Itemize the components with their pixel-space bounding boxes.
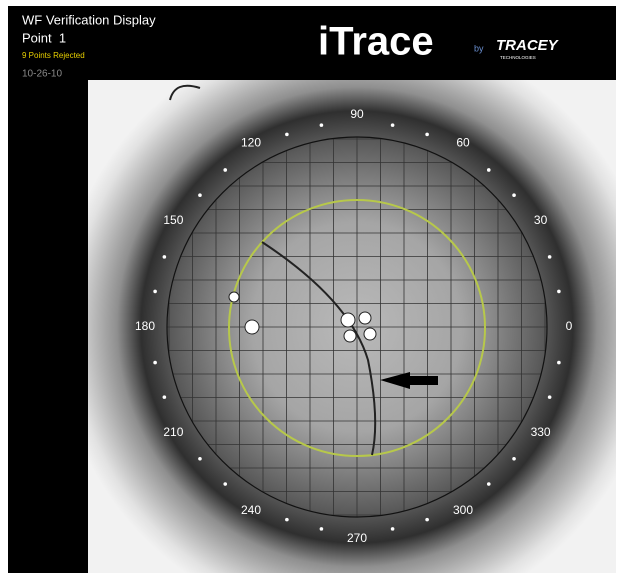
- ring-dot: [557, 290, 561, 294]
- ring-dot: [198, 193, 202, 197]
- ring-dot: [163, 395, 167, 399]
- angle-label: 150: [163, 213, 183, 227]
- ring-dot: [320, 527, 324, 531]
- point: Point 1: [22, 30, 66, 45]
- angle-label: 330: [531, 425, 551, 439]
- angle-label: 270: [347, 531, 367, 545]
- angle-label: 120: [241, 136, 261, 150]
- ring-dot: [557, 361, 561, 365]
- ring-dot: [512, 193, 516, 197]
- screenshot: 9060300330300270240210180150120 WF Verif…: [0, 0, 624, 575]
- ring-dot: [223, 482, 227, 486]
- ring-dot: [512, 457, 516, 461]
- ring-dot: [320, 123, 324, 127]
- ring-dot: [153, 361, 157, 365]
- title: WF Verification Display: [22, 12, 156, 27]
- ring-dot: [163, 255, 167, 259]
- angle-label: 240: [241, 503, 261, 517]
- ring-dot: [198, 457, 202, 461]
- ring-dot: [285, 133, 289, 137]
- angle-label: 180: [135, 319, 155, 333]
- angle-label: 90: [350, 107, 364, 121]
- angle-label: 300: [453, 503, 473, 517]
- ring-dot: [153, 290, 157, 294]
- company: TRACEY: [496, 37, 560, 54]
- ring-dot: [548, 255, 552, 259]
- ring-dot: [487, 482, 491, 486]
- brand: iTrace: [318, 20, 434, 64]
- status: 9 Points Rejected: [22, 51, 85, 60]
- ring-dot: [425, 518, 429, 522]
- by: by: [474, 43, 484, 53]
- ring-dot: [425, 133, 429, 137]
- ring-dot: [285, 518, 289, 522]
- angle-label: 60: [456, 136, 470, 150]
- angle-label: 0: [566, 319, 573, 333]
- company-sub: TECHNOLOGIES: [500, 55, 536, 60]
- angle-label: 210: [163, 425, 183, 439]
- ring-dot: [391, 123, 395, 127]
- ring-dot: [391, 527, 395, 531]
- ring-dot: [548, 395, 552, 399]
- angle-label: 30: [534, 213, 548, 227]
- ring-dot: [487, 168, 491, 172]
- date: 10-26-10: [22, 69, 62, 80]
- ring-dot: [223, 168, 227, 172]
